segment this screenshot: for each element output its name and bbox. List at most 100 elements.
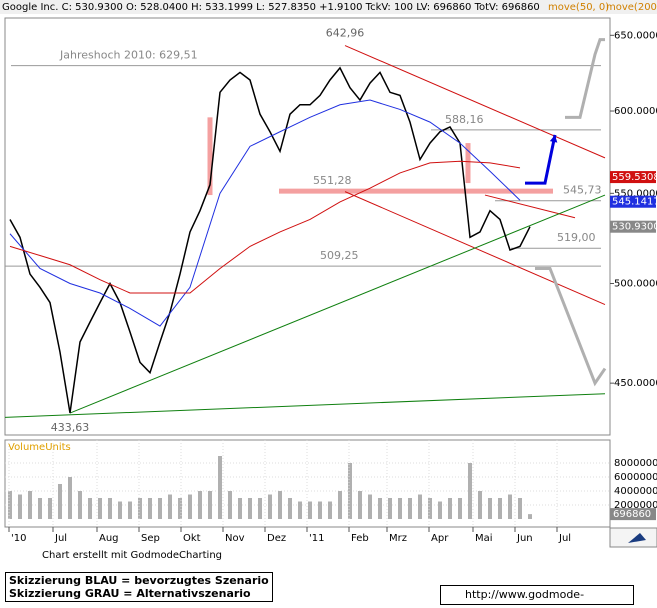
volume-bar <box>358 491 362 519</box>
volume-bar <box>388 498 392 519</box>
moving-average <box>9 160 521 294</box>
volume-bar <box>108 498 112 519</box>
price-line <box>9 66 531 414</box>
volume-bar <box>98 498 102 519</box>
volume-tag <box>610 508 656 521</box>
volume-bar <box>88 498 92 519</box>
volume-bar <box>118 501 122 519</box>
legend-gray: Skizzierung GRAU = Alternativszenario <box>9 587 251 600</box>
trend-line <box>69 194 606 414</box>
volume-bar <box>248 498 252 519</box>
legend-blue: Skizzierung BLAU = bevorzugtes Szenario <box>9 574 269 587</box>
highlight-bar <box>207 117 213 196</box>
x-tick-label: Jul <box>54 533 67 544</box>
volume-bar <box>328 501 332 519</box>
corner-icon <box>628 533 646 543</box>
trend-line <box>484 194 576 219</box>
volume-tick-label: 4000000 <box>614 486 657 497</box>
trend-line <box>344 45 606 159</box>
level-label: 509,25 <box>320 249 359 262</box>
highlight-bar <box>465 143 471 184</box>
volume-bar <box>208 491 212 519</box>
y-tick-label: 600.0000 <box>614 106 657 117</box>
volume-bar <box>458 498 462 519</box>
volume-tick-label: 6000000 <box>614 472 657 483</box>
url[interactable]: http://www.godmode-trader.de <box>441 588 585 608</box>
volume-tick-label: 2000000 <box>614 500 657 511</box>
level-label: 545,73 <box>563 184 602 197</box>
price-tag <box>610 195 656 208</box>
x-tick-label: Dez <box>267 533 286 544</box>
scenario-arrowhead <box>549 134 558 143</box>
x-tick-label: Sep <box>141 533 160 544</box>
y-tick-label: 550.0000 <box>614 188 657 199</box>
x-tick-label: Mrz <box>389 533 407 544</box>
volume-bar <box>288 498 292 519</box>
scenario-path <box>565 38 605 119</box>
volume-bar <box>508 494 512 519</box>
price-panel <box>4 17 611 436</box>
chart: Google Inc. C: 530.9300 O: 528.0400 H: 5… <box>0 0 657 548</box>
volume-bar <box>28 491 32 519</box>
price-tag-label: 559.5308 <box>612 172 657 183</box>
point-label: 642,96 <box>326 27 365 40</box>
x-tick-label: Aug <box>99 533 119 544</box>
moving-average <box>9 99 521 327</box>
x-tick-label: Feb <box>351 533 369 544</box>
volume-bar <box>58 484 62 519</box>
x-tick-label: Jun <box>516 533 533 544</box>
level-label: 551,28 <box>313 174 352 187</box>
volume-bar <box>338 491 342 519</box>
volume-bar <box>258 498 262 519</box>
volume-bar <box>408 498 412 519</box>
header-ma200: move(200, 0) <box>606 2 657 13</box>
volume-bar <box>348 463 352 519</box>
volume-tick-label: 8000000 <box>614 458 657 469</box>
volume-bar <box>368 494 372 519</box>
volume-bar <box>78 491 82 519</box>
volume-bar <box>138 498 142 519</box>
scenario-path <box>525 134 557 185</box>
volume-bar <box>238 498 242 519</box>
volume-bar <box>148 498 152 519</box>
volume-tag-label: 696860 <box>613 509 651 520</box>
price-tag-label: 530.9300 <box>612 222 657 233</box>
volume-bar <box>168 494 172 519</box>
volume-bar <box>518 498 522 519</box>
volume-bar <box>528 514 532 519</box>
y-tick-label: 450.0000 <box>614 378 657 389</box>
volume-bar <box>448 498 452 519</box>
price-tag-label: 545.1417 <box>612 197 657 208</box>
url-box[interactable]: http://www.godmode-trader.de <box>440 585 634 608</box>
volume-bar <box>218 456 222 519</box>
point-label: 433,63 <box>51 421 90 434</box>
volume-bar <box>428 498 432 519</box>
header-ma50: move(50, 0) <box>548 2 609 13</box>
corner-box <box>609 527 657 548</box>
volume-bar <box>68 477 72 519</box>
level-label: 519,00 <box>557 231 596 244</box>
volume-bar <box>268 494 272 519</box>
volume-bar <box>378 498 382 519</box>
volume-bar <box>38 498 42 519</box>
volume-title: VolumeUnits <box>8 442 71 453</box>
volume-bar <box>228 491 232 519</box>
volume-bar <box>198 491 202 519</box>
volume-bar <box>398 498 402 519</box>
x-tick-label: '11 <box>309 533 324 544</box>
volume-bar <box>438 501 442 519</box>
level-label: 588,16 <box>445 113 484 126</box>
volume-bar <box>318 501 322 519</box>
x-tick-label: Okt <box>183 533 201 544</box>
volume-bar <box>158 498 162 519</box>
volume-bar <box>278 491 282 519</box>
x-tick-label: '10 <box>11 533 26 544</box>
volume-bar <box>468 463 472 519</box>
volume-bar <box>488 498 492 519</box>
volume-bar <box>178 498 182 519</box>
y-tick-label: 500.0000 <box>614 278 657 289</box>
volume-bar <box>418 494 422 519</box>
level-label: Jahreshoch 2010: 629,51 <box>59 49 198 62</box>
x-tick-label: Nov <box>225 533 245 544</box>
